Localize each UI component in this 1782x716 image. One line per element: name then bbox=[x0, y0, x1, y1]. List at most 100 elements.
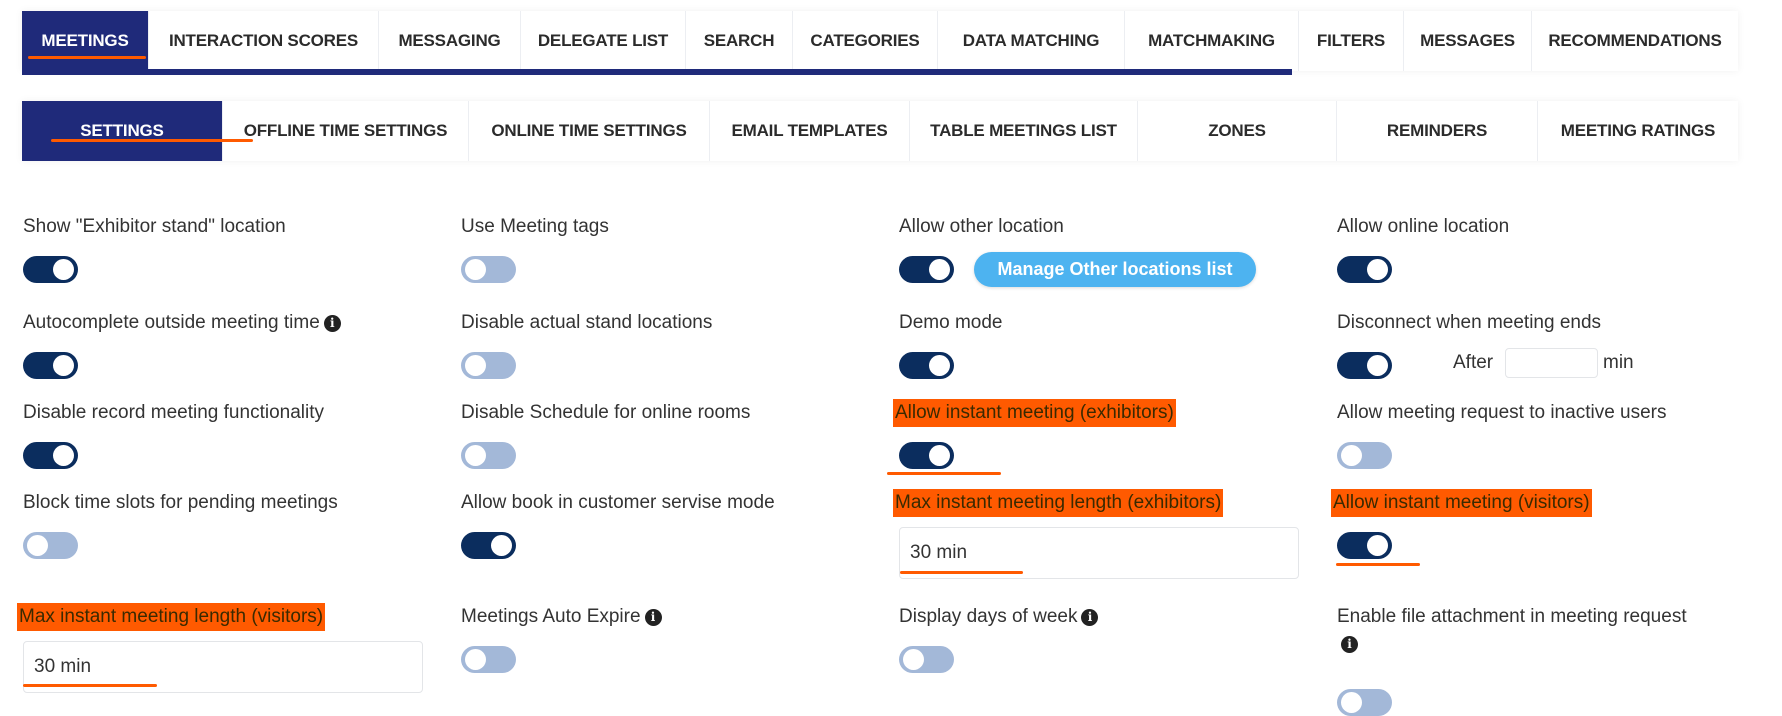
tab-categories[interactable]: CATEGORIES bbox=[792, 11, 937, 71]
meetings-auto-expire-toggle[interactable] bbox=[461, 646, 516, 673]
show-exhibitor-stand-label: Show "Exhibitor stand" location bbox=[21, 213, 288, 241]
info-icon[interactable]: i bbox=[323, 315, 341, 332]
disable-stand-locations-label: Disable actual stand locations bbox=[459, 309, 714, 337]
toggle-knob bbox=[53, 259, 74, 280]
allow-book-customer-service-toggle[interactable] bbox=[461, 532, 516, 559]
tab-meetings[interactable]: MEETINGS bbox=[22, 11, 148, 71]
toggle-knob bbox=[1367, 535, 1388, 556]
tab-offline-time-settings[interactable]: OFFLINE TIME SETTINGS bbox=[222, 101, 468, 161]
toggle-knob bbox=[929, 445, 950, 466]
allow-other-location-label: Allow other location bbox=[897, 213, 1066, 241]
display-days-of-week-toggle[interactable] bbox=[899, 646, 954, 673]
allow-book-customer-service-label: Allow book in customer servise mode bbox=[459, 489, 777, 517]
sub-tab-bar: SETTINGS OFFLINE TIME SETTINGS ONLINE TIME… bbox=[22, 101, 1738, 161]
tab-filters[interactable]: FILTERS bbox=[1298, 11, 1403, 71]
block-time-slots-toggle[interactable] bbox=[23, 532, 78, 559]
tab-messages[interactable]: MESSAGES bbox=[1403, 11, 1531, 71]
disconnect-when-ends-label: Disconnect when meeting ends bbox=[1335, 309, 1603, 337]
tab-settings[interactable]: SETTINGS bbox=[22, 101, 222, 161]
toggle-knob bbox=[491, 535, 512, 556]
tab-zones[interactable]: ZONES bbox=[1137, 101, 1336, 161]
toggle-knob bbox=[1367, 259, 1388, 280]
allow-online-location-toggle[interactable] bbox=[1337, 256, 1392, 283]
allow-online-location-label: Allow online location bbox=[1335, 213, 1511, 241]
allow-request-inactive-toggle[interactable] bbox=[1337, 442, 1392, 469]
allow-instant-exhibitors-label: Allow instant meeting (exhibitors) bbox=[893, 399, 1176, 427]
tab-search[interactable]: SEARCH bbox=[685, 11, 792, 71]
info-icon[interactable]: i bbox=[1341, 636, 1358, 653]
autocomplete-outside-label: Autocomplete outside meeting time i bbox=[21, 309, 343, 337]
annotation-underline bbox=[28, 56, 146, 59]
toggle-knob bbox=[465, 259, 486, 280]
annotation-underline bbox=[51, 139, 253, 142]
tab-meeting-ratings[interactable]: MEETING RATINGS bbox=[1537, 101, 1738, 161]
allow-instant-visitors-label: Allow instant meeting (visitors) bbox=[1331, 489, 1592, 517]
allow-instant-visitors-toggle[interactable] bbox=[1337, 532, 1392, 559]
use-meeting-tags-toggle[interactable] bbox=[461, 256, 516, 283]
disconnect-when-ends-toggle[interactable] bbox=[1337, 352, 1392, 379]
disable-schedule-online-label: Disable Schedule for online rooms bbox=[459, 399, 752, 427]
disable-record-toggle[interactable] bbox=[23, 442, 78, 469]
use-meeting-tags-label: Use Meeting tags bbox=[459, 213, 611, 241]
toggle-knob bbox=[465, 445, 486, 466]
toggle-knob bbox=[465, 355, 486, 376]
label-text: Max instant meeting length (exhibitors) bbox=[895, 492, 1222, 513]
tab-email-templates[interactable]: EMAIL TEMPLATES bbox=[709, 101, 909, 161]
label-text: Disable Schedule for online rooms bbox=[461, 402, 751, 423]
annotation-underline bbox=[900, 571, 1023, 574]
max-instant-exhibitors-label: Max instant meeting length (exhibitors) bbox=[893, 489, 1224, 517]
label-text: Autocomplete outside meeting time bbox=[23, 312, 320, 333]
disable-stand-locations-toggle[interactable] bbox=[461, 352, 516, 379]
manage-other-locations-button[interactable]: Manage Other locations list bbox=[974, 252, 1256, 287]
label-text: Disconnect when meeting ends bbox=[1337, 312, 1602, 333]
main-tab-bar: MEETINGS INTERACTION SCORES MESSAGING DELEG… bbox=[22, 11, 1738, 71]
label-text: Show "Exhibitor stand" location bbox=[23, 216, 286, 237]
annotation-underline bbox=[887, 472, 1001, 475]
toggle-knob bbox=[53, 445, 74, 466]
label-text: Demo mode bbox=[899, 312, 1003, 333]
label-text: Use Meeting tags bbox=[461, 216, 609, 237]
display-days-of-week-label: Display days of week i bbox=[897, 603, 1100, 631]
show-exhibitor-stand-toggle[interactable] bbox=[23, 256, 78, 283]
tab-recommendations[interactable]: RECOMMENDATIONS bbox=[1531, 11, 1738, 71]
label-text: Allow online location bbox=[1337, 216, 1510, 237]
label-text: Allow instant meeting (exhibitors) bbox=[895, 402, 1174, 423]
info-icon[interactable]: i bbox=[1081, 609, 1099, 626]
max-instant-visitors-label: Max instant meeting length (visitors) bbox=[17, 603, 326, 631]
toggle-knob bbox=[53, 355, 74, 376]
allow-request-inactive-label: Allow meeting request to inactive users bbox=[1335, 399, 1669, 427]
tab-matchmaking[interactable]: MATCHMAKING bbox=[1124, 11, 1298, 71]
allow-other-location-toggle[interactable] bbox=[899, 256, 954, 283]
toggle-knob bbox=[1367, 355, 1388, 376]
allow-instant-exhibitors-toggle[interactable] bbox=[899, 442, 954, 469]
max-instant-exhibitors-input[interactable] bbox=[899, 527, 1299, 579]
tab-interaction-scores[interactable]: INTERACTION SCORES bbox=[148, 11, 378, 71]
tab-data-matching[interactable]: DATA MATCHING bbox=[937, 11, 1124, 71]
toggle-knob bbox=[1341, 445, 1362, 466]
demo-mode-label: Demo mode bbox=[897, 309, 1005, 337]
tab-reminders[interactable]: REMINDERS bbox=[1336, 101, 1537, 161]
disable-schedule-online-toggle[interactable] bbox=[461, 442, 516, 469]
label-text: Disable actual stand locations bbox=[461, 312, 713, 333]
meetings-auto-expire-label: Meetings Auto Expire i bbox=[459, 603, 664, 631]
tab-messaging[interactable]: MESSAGING bbox=[378, 11, 520, 71]
annotation-underline bbox=[1336, 563, 1420, 566]
demo-mode-toggle[interactable] bbox=[899, 352, 954, 379]
min-label: min bbox=[1603, 352, 1634, 373]
label-text: Block time slots for pending meetings bbox=[23, 492, 338, 513]
disable-record-label: Disable record meeting functionality bbox=[21, 399, 326, 427]
toggle-knob bbox=[27, 535, 48, 556]
toggle-knob bbox=[1341, 692, 1362, 713]
label-text: Display days of week bbox=[899, 606, 1078, 627]
label-text: Allow meeting request to inactive users bbox=[1337, 402, 1667, 423]
tab-table-meetings-list[interactable]: TABLE MEETINGS LIST bbox=[909, 101, 1137, 161]
info-icon[interactable]: i bbox=[644, 609, 662, 626]
enable-file-attachment-toggle[interactable] bbox=[1337, 689, 1392, 716]
tab-delegate-list[interactable]: DELEGATE LIST bbox=[520, 11, 685, 71]
label-text: Disable record meeting functionality bbox=[23, 402, 324, 423]
main-tab-indicator bbox=[22, 69, 1292, 75]
autocomplete-outside-toggle[interactable] bbox=[23, 352, 78, 379]
disconnect-after-minutes-input[interactable] bbox=[1505, 348, 1598, 378]
label-text: Allow other location bbox=[899, 216, 1064, 237]
tab-online-time-settings[interactable]: ONLINE TIME SETTINGS bbox=[468, 101, 709, 161]
